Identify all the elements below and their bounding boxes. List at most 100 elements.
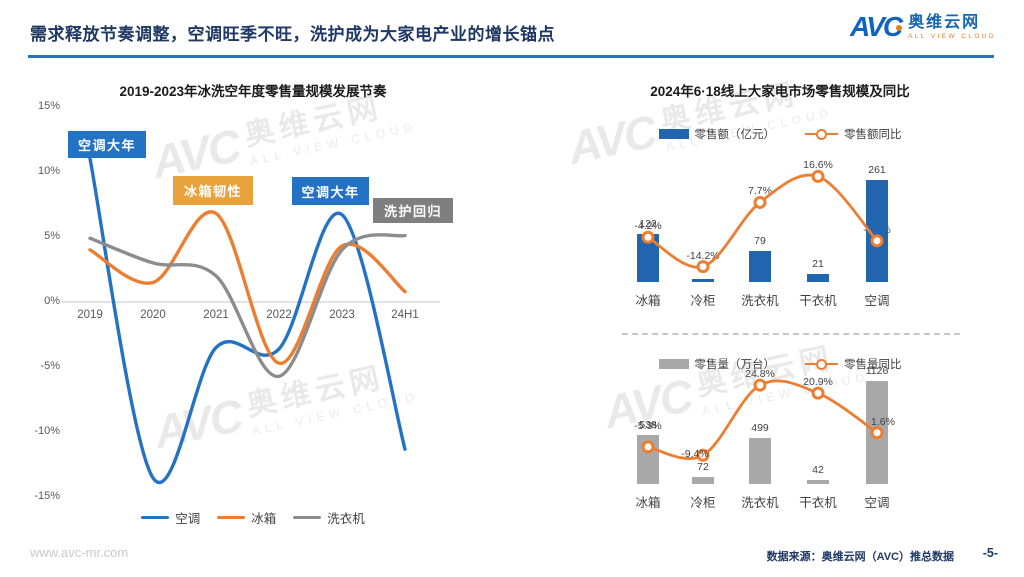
marker-dryer [811, 169, 825, 183]
category-label-dryer: 干衣机 [799, 294, 837, 308]
bar-value-dryer: 21 [812, 257, 824, 270]
left-chart-legend: 空调 冰箱 洗衣机 [28, 508, 478, 527]
pct-label-dryer: 20.9% [803, 376, 833, 389]
legend-swatch-washer [293, 515, 322, 520]
legend-item-retail-value: 零售额（亿元） [658, 126, 776, 142]
marker-washer [753, 195, 767, 209]
y-axis-tick: -5% [40, 360, 60, 373]
pct-label-dryer: 16.6% [803, 159, 833, 172]
legend-line-segment [805, 362, 816, 366]
legend-line-segment [805, 132, 816, 136]
bar-value-fridge: 122 [639, 218, 657, 231]
x-axis-label-2020: 2020 [140, 309, 166, 321]
bar-freezer [692, 477, 714, 484]
logo-company-name: 奥维云网 [908, 13, 981, 31]
annual-trend-line-chart: 15% 10% 5% 0% -5% -10% -15% 2019 2020 2021 2022 202… [28, 98, 468, 510]
y-axis-tick: 15% [37, 99, 60, 112]
bar-value-freezer: 72 [697, 461, 709, 474]
retail-volume-legend: 零售量（万台） 零售量同比 [560, 356, 1000, 372]
line-washer [88, 233, 407, 378]
category-label-fridge: 冰箱 [635, 496, 661, 510]
bar-value-washer: 79 [754, 235, 766, 248]
right-chart-title: 2024年6·18线上大家电市场零售规模及同比 [650, 84, 910, 99]
line-fridge [88, 210, 407, 365]
legend-line-segment [827, 362, 838, 366]
bar-dryer [807, 480, 829, 484]
bar-aircon [866, 380, 888, 484]
marker-dryer [811, 386, 825, 400]
category-label-washer: 洗衣机 [741, 496, 779, 510]
retail-value-bar-chart: 冰箱 122 -4.2% 冷柜 7 -14.2% 洗衣机 79 7.7% 干衣机 21 16.6% 空调… [560, 118, 1000, 308]
header-divider [28, 55, 994, 58]
y-axis-tick: 10% [37, 164, 60, 177]
legend-item-washer: 洗衣机 [293, 508, 365, 527]
annotation-aircon-big-year-2: 空调大年 [292, 177, 369, 205]
logo-tagline: ALL VIEW CLOUD [908, 33, 996, 41]
legend-label-fridge: 冰箱 [251, 512, 277, 526]
y-axis-tick: 0% [44, 295, 60, 307]
avc-logo-text: AVC [850, 11, 903, 42]
line-aircon [88, 157, 407, 484]
legend-ring-marker [816, 358, 827, 370]
category-label-freezer: 冷柜 [690, 294, 716, 308]
bar-dryer [807, 273, 829, 282]
dashed-divider [622, 333, 960, 335]
x-axis-label-2019: 2019 [77, 309, 103, 321]
bar-freezer [692, 279, 714, 282]
legend-item-fridge: 冰箱 [217, 508, 276, 527]
logo-dot-icon [896, 25, 903, 31]
legend-item-retail-volume-yoy: 零售量同比 [805, 356, 902, 372]
bar-washer [749, 251, 771, 282]
legend-label-retail-value-yoy: 零售额同比 [844, 129, 902, 141]
y-axis-tick: 5% [44, 229, 60, 242]
category-label-washer: 洗衣机 [741, 294, 779, 308]
y-axis-tick: -15% [34, 490, 60, 503]
annotation-fridge-resilience: 冰箱韧性 [173, 176, 253, 205]
legend-ring-marker [816, 128, 827, 140]
x-axis-label-24H1: 24H1 [391, 309, 419, 321]
y-axis-tick: -10% [34, 425, 60, 438]
legend-line-segment [827, 132, 838, 136]
legend-label-washer: 洗衣机 [327, 512, 365, 526]
page-number: -5- [982, 546, 998, 560]
legend-bar-swatch [658, 359, 689, 369]
pct-label-freezer: -9.4% [681, 448, 709, 461]
left-chart-title: 2019-2023年冰洗空年度零售量规模发展节奏 [119, 84, 387, 99]
legend-swatch-aircon [141, 515, 170, 520]
pct-label-freezer: -14.2% [686, 249, 720, 262]
legend-label-retail-volume-yoy: 零售量同比 [844, 359, 902, 371]
page-title: 需求释放节奏调整，空调旺季不旺，洗护成为大家电产业的增长锚点 [30, 25, 555, 44]
pct-label-fridge: -5.3% [634, 419, 662, 432]
legend-bar-swatch [658, 129, 689, 139]
marker-washer [753, 378, 767, 392]
pct-label-aircon: 1.6% [871, 415, 895, 428]
legend-label-retail-value: 零售额（亿元） [694, 129, 776, 141]
legend-label-retail-volume: 零售量（万台） [694, 359, 776, 371]
category-label-aircon: 空调 [864, 294, 890, 308]
bar-value-aircon: 261 [868, 164, 886, 177]
bar-value-freezer: 7 [700, 263, 706, 276]
annotation-laundry-return: 洗护回归 [373, 198, 453, 223]
bar-value-dryer: 42 [812, 464, 824, 477]
legend-label-aircon: 空调 [175, 512, 201, 526]
bar-aircon [866, 180, 888, 282]
category-label-fridge: 冰箱 [635, 294, 661, 308]
pct-label-washer: 24.8% [745, 368, 775, 381]
legend-item-retail-volume: 零售量（万台） [658, 356, 776, 372]
category-label-dryer: 干衣机 [799, 496, 837, 510]
pct-label-washer: 7.7% [748, 185, 772, 198]
data-source-note: 数据来源：奥维云网（AVC）推总数据 [766, 551, 954, 563]
bar-fridge [637, 434, 659, 484]
website-url: www.avc-mr.com [30, 545, 129, 560]
bar-washer [749, 438, 771, 484]
x-axis-label-2022: 2022 [266, 309, 292, 321]
legend-item-aircon: 空调 [141, 508, 200, 527]
trend-lines-svg [62, 157, 440, 484]
category-label-aircon: 空调 [864, 496, 890, 510]
bar-fridge [637, 234, 659, 282]
legend-swatch-fridge [217, 515, 246, 520]
legend-line-swatch [805, 128, 838, 140]
bar-value-aircon: 1126 [865, 364, 889, 377]
x-axis-label-2023: 2023 [329, 309, 355, 321]
